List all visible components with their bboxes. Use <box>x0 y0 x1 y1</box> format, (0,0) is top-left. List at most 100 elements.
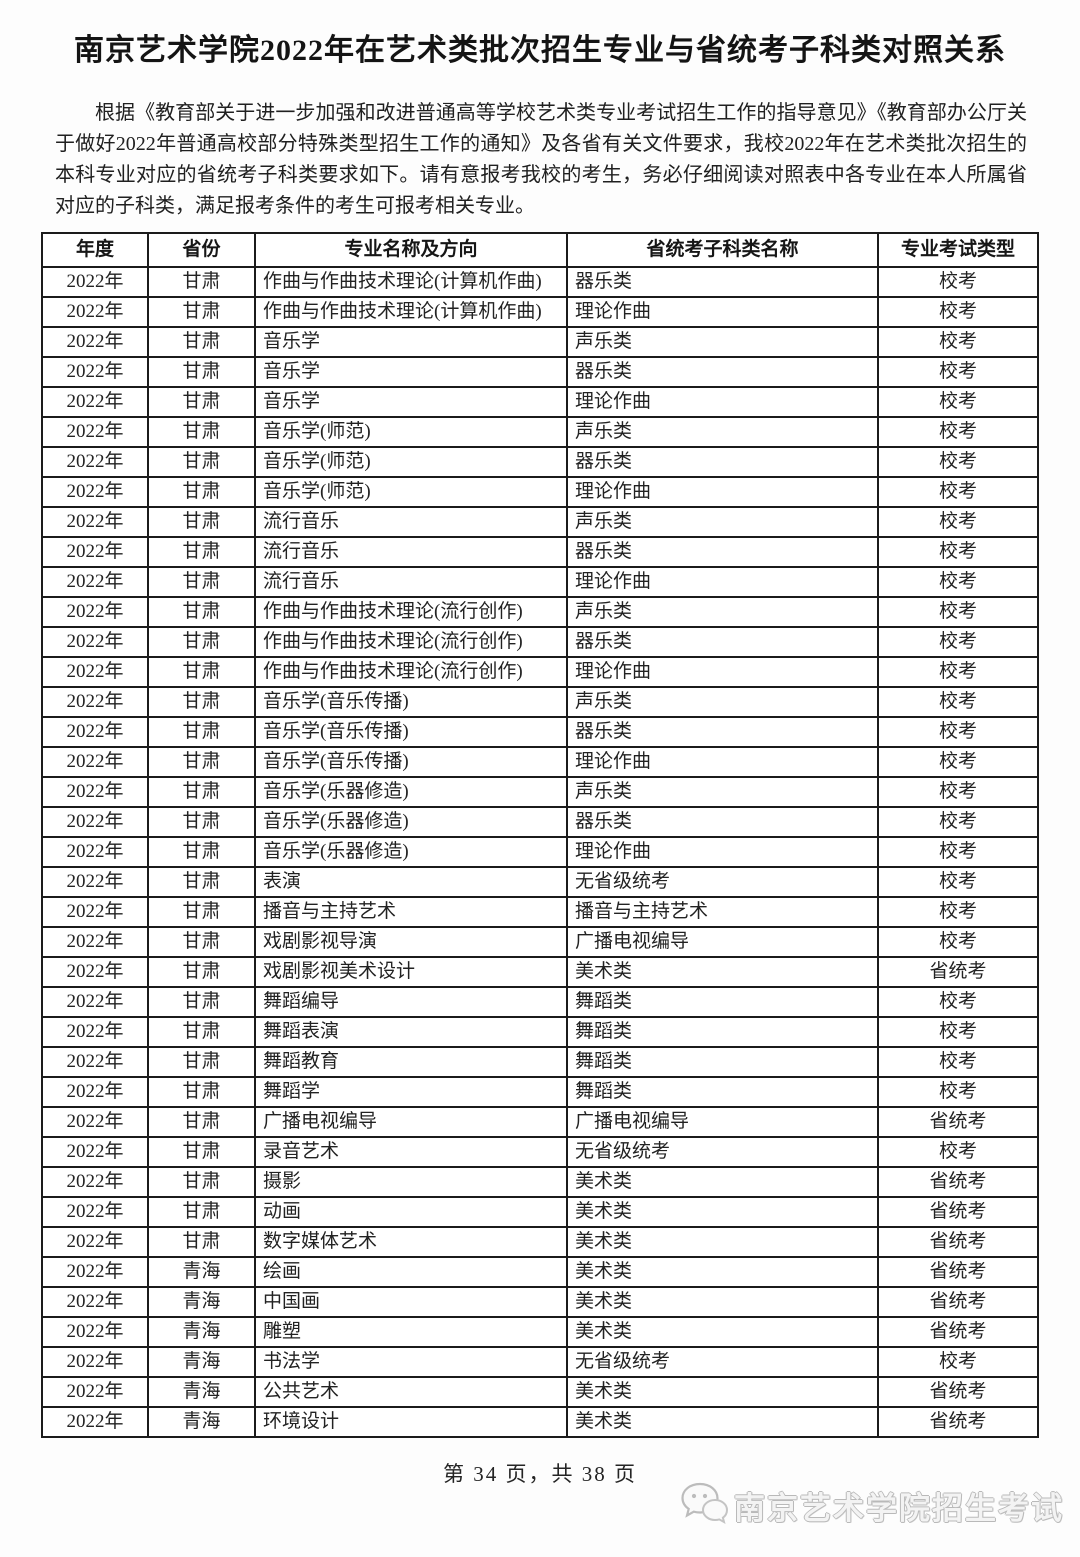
table-cell: 甘肃 <box>147 896 256 928</box>
table-cell: 广播电视编导 <box>566 1106 879 1138</box>
table-row: 2022年 甘肃 广播电视编导 广播电视编导 省统考 <box>41 1106 1039 1138</box>
column-header-province: 省份 <box>147 232 256 268</box>
table-cell: 青海 <box>147 1376 256 1408</box>
table-cell: 录音艺术 <box>254 1136 568 1168</box>
table-cell: 戏剧影视导演 <box>254 926 568 958</box>
table-cell: 2022年 <box>41 686 149 718</box>
table-cell: 2022年 <box>41 656 149 688</box>
table-cell: 校考 <box>877 386 1039 418</box>
table-cell: 校考 <box>877 1016 1039 1048</box>
table-row: 2022年 甘肃 摄影 美术类 省统考 <box>41 1166 1039 1198</box>
table-cell: 2022年 <box>41 536 149 568</box>
table-cell: 甘肃 <box>147 656 256 688</box>
table-cell: 甘肃 <box>147 356 256 388</box>
column-header-major: 专业名称及方向 <box>254 232 568 268</box>
table-cell: 校考 <box>877 476 1039 508</box>
table-cell: 音乐学(师范) <box>254 416 568 448</box>
table-cell: 流行音乐 <box>254 506 568 538</box>
table-cell: 器乐类 <box>566 446 879 478</box>
table-cell: 甘肃 <box>147 1046 256 1078</box>
table-cell: 音乐学(乐器修造) <box>254 836 568 868</box>
table-cell: 甘肃 <box>147 1076 256 1108</box>
table-cell: 校考 <box>877 566 1039 598</box>
table-cell: 美术类 <box>566 1226 879 1258</box>
table-cell: 音乐学(师范) <box>254 446 568 478</box>
table-cell: 2022年 <box>41 326 149 358</box>
table-cell: 无省级统考 <box>566 1136 879 1168</box>
table-row: 2022年 甘肃 音乐学(乐器修造) 声乐类 校考 <box>41 776 1039 808</box>
intro-paragraph: 根据《教育部关于进一步加强和改进普通高等学校艺术类专业考试招生工作的指导意见》《… <box>55 102 1027 217</box>
table-row: 2022年 甘肃 作曲与作曲技术理论(流行创作) 器乐类 校考 <box>41 626 1039 658</box>
table-cell: 理论作曲 <box>566 296 879 328</box>
table-cell: 器乐类 <box>566 806 879 838</box>
table-cell: 2022年 <box>41 1076 149 1108</box>
table-cell: 甘肃 <box>147 326 256 358</box>
table-cell: 甘肃 <box>147 566 256 598</box>
table-cell: 美术类 <box>566 956 879 988</box>
table-cell: 中国画 <box>254 1286 568 1318</box>
table-row: 2022年 青海 环境设计 美术类 省统考 <box>41 1406 1039 1438</box>
table-cell: 舞蹈编导 <box>254 986 568 1018</box>
table-cell: 校考 <box>877 776 1039 808</box>
table-cell: 校考 <box>877 926 1039 958</box>
table-cell: 校考 <box>877 356 1039 388</box>
table-cell: 戏剧影视美术设计 <box>254 956 568 988</box>
table-cell: 美术类 <box>566 1376 879 1408</box>
table-row: 2022年 甘肃 音乐学(师范) 器乐类 校考 <box>41 446 1039 478</box>
table-row: 2022年 甘肃 播音与主持艺术 播音与主持艺术 校考 <box>41 896 1039 928</box>
table-cell: 校考 <box>877 686 1039 718</box>
table-row: 2022年 甘肃 音乐学(师范) 声乐类 校考 <box>41 416 1039 448</box>
table-cell: 美术类 <box>566 1406 879 1438</box>
table-cell: 校考 <box>877 836 1039 868</box>
table-cell: 甘肃 <box>147 296 256 328</box>
table-row: 2022年 甘肃 音乐学 声乐类 校考 <box>41 326 1039 358</box>
table-cell: 雕塑 <box>254 1316 568 1348</box>
table-cell: 音乐学 <box>254 386 568 418</box>
table-cell: 理论作曲 <box>566 656 879 688</box>
table-cell: 2022年 <box>41 1286 149 1318</box>
table-cell: 校考 <box>877 536 1039 568</box>
table-cell: 广播电视编导 <box>566 926 879 958</box>
table-cell: 作曲与作曲技术理论(流行创作) <box>254 596 568 628</box>
table-cell: 校考 <box>877 746 1039 778</box>
table-cell: 无省级统考 <box>566 1346 879 1378</box>
table-cell: 甘肃 <box>147 866 256 898</box>
page-title: 南京艺术学院2022年在艺术类批次招生专业与省统考子科类对照关系 <box>74 34 1006 67</box>
table-cell: 青海 <box>147 1406 256 1438</box>
table-row: 2022年 甘肃 舞蹈教育 舞蹈类 校考 <box>41 1046 1039 1078</box>
table-row: 2022年 青海 中国画 美术类 省统考 <box>41 1286 1039 1318</box>
table-cell: 绘画 <box>254 1256 568 1288</box>
table-row: 2022年 甘肃 流行音乐 声乐类 校考 <box>41 506 1039 538</box>
table-cell: 书法学 <box>254 1346 568 1378</box>
table-cell: 校考 <box>877 446 1039 478</box>
table-row: 2022年 甘肃 动画 美术类 省统考 <box>41 1196 1039 1228</box>
table-row: 2022年 甘肃 音乐学 器乐类 校考 <box>41 356 1039 388</box>
table-cell: 甘肃 <box>147 596 256 628</box>
table-cell: 甘肃 <box>147 776 256 808</box>
table-cell: 音乐学(音乐传播) <box>254 716 568 748</box>
table-cell: 省统考 <box>877 1106 1039 1138</box>
table-cell: 青海 <box>147 1256 256 1288</box>
table-cell: 校考 <box>877 656 1039 688</box>
table-cell: 理论作曲 <box>566 746 879 778</box>
table-cell: 美术类 <box>566 1316 879 1348</box>
table-cell: 甘肃 <box>147 386 256 418</box>
table-cell: 2022年 <box>41 1046 149 1078</box>
table-row: 2022年 甘肃 戏剧影视导演 广播电视编导 校考 <box>41 926 1039 958</box>
table-cell: 表演 <box>254 866 568 898</box>
table-cell: 摄影 <box>254 1166 568 1198</box>
table-cell: 环境设计 <box>254 1406 568 1438</box>
table-cell: 2022年 <box>41 1166 149 1198</box>
table-cell: 校考 <box>877 986 1039 1018</box>
table-cell: 音乐学 <box>254 326 568 358</box>
table-cell: 2022年 <box>41 956 149 988</box>
table-cell: 2022年 <box>41 1256 149 1288</box>
table-cell: 校考 <box>877 266 1039 298</box>
table-cell: 声乐类 <box>566 776 879 808</box>
table-cell: 校考 <box>877 896 1039 928</box>
table-cell: 理论作曲 <box>566 836 879 868</box>
table-cell: 2022年 <box>41 986 149 1018</box>
table-cell: 校考 <box>877 1346 1039 1378</box>
table-cell: 流行音乐 <box>254 566 568 598</box>
table-row: 2022年 甘肃 音乐学(音乐传播) 声乐类 校考 <box>41 686 1039 718</box>
